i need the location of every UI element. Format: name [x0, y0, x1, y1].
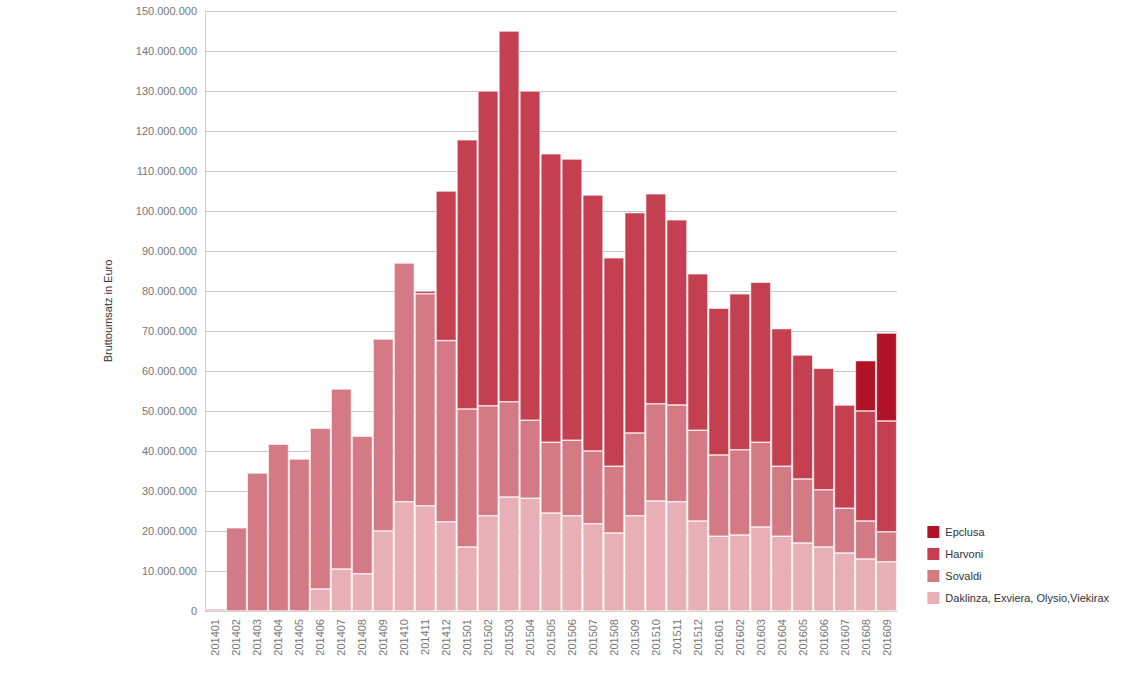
svg-text:201407: 201407 [335, 619, 347, 656]
svg-text:150.000.000: 150.000.000 [136, 5, 197, 17]
svg-text:201404: 201404 [272, 619, 284, 656]
svg-text:201602: 201602 [734, 619, 746, 656]
svg-text:201406: 201406 [314, 619, 326, 656]
svg-text:201502: 201502 [482, 619, 494, 656]
svg-text:Harvoni: Harvoni [945, 548, 983, 560]
svg-text:110.000.000: 110.000.000 [137, 165, 197, 177]
svg-text:201501: 201501 [461, 619, 473, 656]
svg-text:201401: 201401 [209, 619, 221, 656]
svg-text:201402: 201402 [230, 619, 242, 656]
svg-text:201410: 201410 [398, 619, 410, 656]
svg-text:201604: 201604 [776, 619, 788, 656]
svg-text:201405: 201405 [293, 619, 305, 656]
svg-text:201508: 201508 [608, 619, 620, 656]
svg-text:70.000.000: 70.000.000 [142, 325, 197, 337]
svg-text:90.000.000: 90.000.000 [142, 245, 197, 257]
svg-text:80.000.000: 80.000.000 [142, 285, 197, 297]
svg-text:201408: 201408 [356, 619, 368, 656]
svg-text:Sovaldi: Sovaldi [945, 570, 981, 582]
svg-text:201504: 201504 [524, 619, 536, 656]
svg-text:Bruttoumsatz in Euro: Bruttoumsatz in Euro [102, 260, 114, 363]
svg-text:201411: 201411 [419, 619, 431, 655]
svg-text:201607: 201607 [839, 619, 851, 656]
svg-text:140.000.000: 140.000.000 [136, 45, 197, 57]
svg-text:201503: 201503 [503, 619, 515, 656]
svg-text:201601: 201601 [713, 619, 725, 656]
svg-text:30.000.000: 30.000.000 [142, 485, 197, 497]
svg-text:201412: 201412 [440, 619, 452, 656]
svg-text:201506: 201506 [566, 619, 578, 656]
svg-text:50.000.000: 50.000.000 [142, 405, 197, 417]
svg-text:Daklinza, Exviera, Olysio,Viek: Daklinza, Exviera, Olysio,Viekirax [945, 592, 1109, 604]
svg-text:20.000.000: 20.000.000 [142, 525, 197, 537]
svg-text:201606: 201606 [818, 619, 830, 656]
svg-text:201505: 201505 [545, 619, 557, 656]
svg-text:201507: 201507 [587, 619, 599, 656]
svg-text:60.000.000: 60.000.000 [142, 365, 197, 377]
svg-text:Epclusa: Epclusa [945, 526, 985, 538]
svg-text:201403: 201403 [251, 619, 263, 656]
svg-text:0: 0 [191, 605, 197, 617]
svg-text:201409: 201409 [377, 619, 389, 656]
svg-text:40.000.000: 40.000.000 [142, 445, 197, 457]
svg-text:201512: 201512 [692, 619, 704, 656]
svg-text:10.000.000: 10.000.000 [142, 565, 197, 577]
svg-text:201605: 201605 [797, 619, 809, 656]
svg-text:201608: 201608 [860, 619, 872, 656]
svg-text:201509: 201509 [629, 619, 641, 656]
svg-text:130.000.000: 130.000.000 [136, 85, 197, 97]
svg-text:201603: 201603 [755, 619, 767, 656]
svg-text:201609: 201609 [881, 619, 893, 656]
svg-text:201511: 201511 [671, 619, 683, 655]
svg-text:201510: 201510 [650, 619, 662, 656]
svg-text:100.000.000: 100.000.000 [136, 205, 197, 217]
svg-text:120.000.000: 120.000.000 [136, 125, 197, 137]
